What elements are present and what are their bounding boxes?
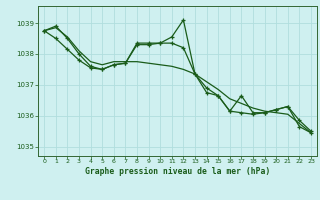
X-axis label: Graphe pression niveau de la mer (hPa): Graphe pression niveau de la mer (hPa) bbox=[85, 167, 270, 176]
